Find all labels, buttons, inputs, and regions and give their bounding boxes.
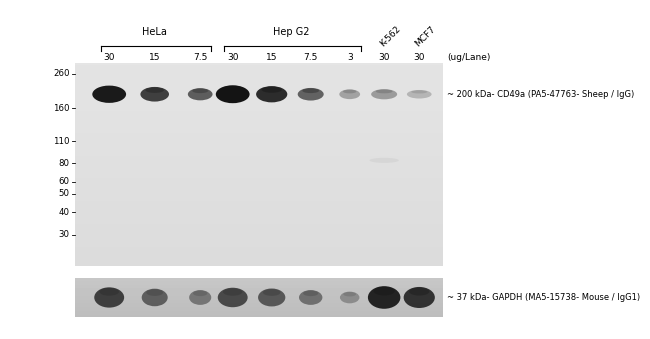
- Ellipse shape: [299, 290, 322, 305]
- Ellipse shape: [376, 89, 393, 93]
- Ellipse shape: [216, 85, 250, 103]
- Ellipse shape: [193, 291, 207, 296]
- Ellipse shape: [98, 86, 120, 93]
- Ellipse shape: [368, 286, 400, 309]
- Ellipse shape: [146, 87, 164, 93]
- Ellipse shape: [303, 291, 318, 296]
- Text: 3: 3: [347, 53, 352, 62]
- Ellipse shape: [343, 292, 356, 296]
- Ellipse shape: [302, 88, 319, 93]
- Text: 30: 30: [413, 53, 425, 62]
- Ellipse shape: [343, 89, 356, 93]
- Ellipse shape: [99, 288, 119, 296]
- Text: 50: 50: [58, 190, 70, 198]
- Ellipse shape: [369, 158, 398, 163]
- Text: 30: 30: [378, 53, 390, 62]
- Text: 110: 110: [53, 137, 70, 145]
- Ellipse shape: [140, 87, 169, 102]
- Text: 30: 30: [227, 53, 239, 62]
- Text: 80: 80: [58, 159, 70, 168]
- Ellipse shape: [263, 289, 281, 296]
- Ellipse shape: [298, 88, 324, 101]
- Text: MCF7: MCF7: [413, 24, 437, 48]
- Text: ~ 200 kDa- CD49a (PA5-47763- Sheep / IgG): ~ 200 kDa- CD49a (PA5-47763- Sheep / IgG…: [447, 90, 634, 99]
- Ellipse shape: [92, 86, 126, 103]
- Text: 7.5: 7.5: [193, 53, 207, 62]
- Ellipse shape: [189, 290, 211, 305]
- Ellipse shape: [188, 88, 213, 100]
- Ellipse shape: [223, 288, 242, 296]
- Ellipse shape: [371, 89, 397, 99]
- Ellipse shape: [411, 90, 427, 94]
- Ellipse shape: [146, 289, 163, 296]
- Ellipse shape: [192, 88, 208, 93]
- Text: 40: 40: [58, 208, 70, 217]
- Ellipse shape: [218, 288, 248, 307]
- Ellipse shape: [340, 292, 359, 303]
- Ellipse shape: [404, 287, 435, 308]
- Text: 160: 160: [53, 104, 70, 113]
- Text: 7.5: 7.5: [304, 53, 318, 62]
- Ellipse shape: [407, 90, 432, 99]
- Text: HeLa: HeLa: [142, 27, 167, 37]
- Ellipse shape: [261, 86, 282, 93]
- Text: 30: 30: [58, 230, 70, 239]
- Text: K-562: K-562: [378, 24, 402, 48]
- Ellipse shape: [339, 89, 360, 99]
- Text: 15: 15: [149, 53, 161, 62]
- Ellipse shape: [222, 86, 244, 93]
- Text: 260: 260: [53, 69, 70, 78]
- Ellipse shape: [94, 287, 124, 307]
- Ellipse shape: [142, 289, 168, 306]
- Text: (ug/Lane): (ug/Lane): [447, 53, 491, 62]
- Ellipse shape: [409, 287, 430, 296]
- Text: ~ 37 kDa- GAPDH (MA5-15738- Mouse / IgG1): ~ 37 kDa- GAPDH (MA5-15738- Mouse / IgG1…: [447, 293, 640, 302]
- Ellipse shape: [258, 288, 285, 306]
- Ellipse shape: [256, 86, 287, 102]
- Text: 30: 30: [103, 53, 115, 62]
- Text: Hep G2: Hep G2: [273, 27, 309, 37]
- Text: 15: 15: [266, 53, 278, 62]
- Text: 60: 60: [58, 177, 70, 186]
- Ellipse shape: [374, 287, 395, 295]
